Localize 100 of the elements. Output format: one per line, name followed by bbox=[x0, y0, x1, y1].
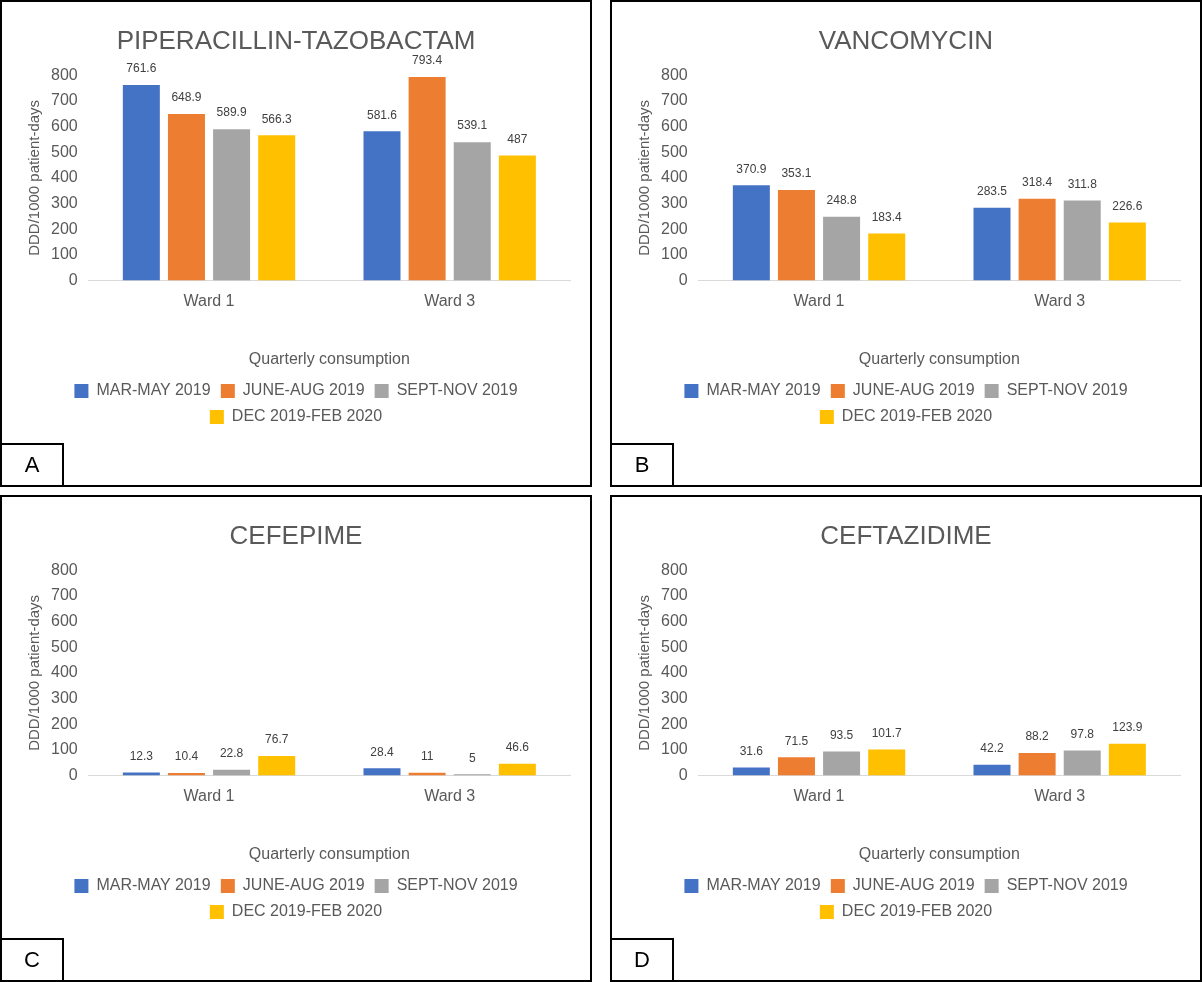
legend-label: SEPT-NOV 2019 bbox=[396, 876, 518, 894]
legend-label: SEPT-NOV 2019 bbox=[1006, 381, 1128, 399]
bar bbox=[868, 233, 906, 281]
x-tick-label: Ward 1 bbox=[183, 291, 235, 309]
legend-label: MAR-MAY 2019 bbox=[706, 876, 821, 894]
bar bbox=[732, 185, 770, 281]
data-label: 226.6 bbox=[1112, 198, 1143, 213]
y-tick-label: 700 bbox=[50, 586, 78, 604]
data-label: 28.4 bbox=[370, 744, 394, 759]
bar bbox=[1063, 750, 1101, 776]
text: B bbox=[612, 443, 674, 485]
legend-label: JUNE-AUG 2019 bbox=[852, 381, 975, 399]
y-axis-title: DDD/1000 patient-days bbox=[25, 99, 43, 256]
bar bbox=[167, 114, 205, 281]
data-label: 5 bbox=[468, 750, 476, 765]
bar bbox=[498, 763, 536, 776]
y-tick-label: 600 bbox=[50, 116, 78, 134]
y-tick-label: 600 bbox=[50, 611, 78, 629]
x-tick-label: Ward 3 bbox=[424, 786, 476, 804]
y-tick-label: 300 bbox=[660, 193, 688, 211]
y-tick-label: 800 bbox=[660, 65, 688, 83]
chart-title: PIPERACILLIN-TAZOBACTAM bbox=[116, 24, 476, 55]
legend-label: SEPT-NOV 2019 bbox=[1006, 876, 1128, 894]
y-tick-label: 400 bbox=[660, 168, 688, 186]
bar bbox=[777, 189, 815, 281]
chart-title: CEFTAZIDIME bbox=[820, 519, 992, 550]
x-axis-title: Quarterly consumption bbox=[858, 349, 1020, 367]
bar bbox=[258, 135, 296, 281]
legend-label: MAR-MAY 2019 bbox=[96, 381, 211, 399]
y-tick-label: 200 bbox=[50, 219, 78, 237]
y-tick-label: 800 bbox=[660, 560, 688, 578]
data-label: 648.9 bbox=[171, 90, 202, 105]
y-tick-label: 100 bbox=[660, 245, 688, 263]
bar bbox=[363, 768, 401, 776]
y-tick-label: 500 bbox=[660, 637, 688, 655]
y-tick-label: 600 bbox=[660, 116, 688, 134]
text: C bbox=[2, 938, 64, 980]
data-label: 12.3 bbox=[129, 748, 154, 763]
y-tick-label: 300 bbox=[50, 688, 78, 706]
data-label: 370.9 bbox=[736, 161, 767, 176]
data-label: 71.5 bbox=[784, 733, 809, 748]
y-axis-title: DDD/1000 patient-days bbox=[25, 594, 43, 751]
y-tick-label: 700 bbox=[660, 91, 688, 109]
bar bbox=[363, 131, 401, 281]
bar bbox=[213, 129, 251, 281]
legend-label: DEC 2019-FEB 2020 bbox=[231, 407, 383, 425]
bar bbox=[823, 751, 861, 776]
x-tick-label: Ward 3 bbox=[1034, 291, 1086, 309]
bar bbox=[453, 142, 491, 281]
data-label: 318.4 bbox=[1022, 175, 1053, 190]
y-tick-label: 400 bbox=[660, 663, 688, 681]
y-tick-label: 400 bbox=[50, 663, 78, 681]
data-label: 589.9 bbox=[216, 105, 247, 120]
y-tick-label: 700 bbox=[660, 586, 688, 604]
data-label: 353.1 bbox=[781, 166, 812, 181]
chart-title: VANCOMYCIN bbox=[818, 24, 994, 55]
data-label: 183.4 bbox=[871, 209, 903, 224]
bar bbox=[258, 755, 296, 776]
y-tick-label: 100 bbox=[50, 740, 78, 758]
data-label: 566.3 bbox=[261, 111, 293, 126]
data-label: 42.2 bbox=[980, 741, 1004, 756]
y-tick-label: 500 bbox=[660, 142, 688, 160]
legend-label: MAR-MAY 2019 bbox=[706, 381, 821, 399]
legend-label: JUNE-AUG 2019 bbox=[852, 876, 975, 894]
bar bbox=[973, 764, 1011, 776]
x-tick-label: Ward 1 bbox=[793, 786, 845, 804]
x-tick-label: Ward 3 bbox=[1034, 786, 1086, 804]
x-axis-title: Quarterly consumption bbox=[248, 349, 410, 367]
y-tick-label: 500 bbox=[50, 637, 78, 655]
bar bbox=[498, 155, 536, 281]
bar bbox=[732, 767, 770, 776]
bar bbox=[777, 757, 815, 776]
data-label: 311.8 bbox=[1067, 176, 1098, 191]
data-label: 101.7 bbox=[871, 725, 903, 740]
bar bbox=[1018, 752, 1056, 776]
x-tick-label: Ward 1 bbox=[183, 786, 235, 804]
data-label: 31.6 bbox=[739, 743, 764, 758]
bar bbox=[1063, 200, 1101, 281]
bar bbox=[868, 749, 906, 776]
y-tick-label: 400 bbox=[50, 168, 78, 186]
data-label: 248.8 bbox=[826, 193, 857, 208]
y-tick-label: 300 bbox=[660, 688, 688, 706]
data-label: 581.6 bbox=[366, 107, 398, 122]
y-tick-label: 800 bbox=[50, 65, 78, 83]
legend-label: MAR-MAY 2019 bbox=[96, 876, 211, 894]
legend-label: DEC 2019-FEB 2020 bbox=[841, 407, 993, 425]
y-tick-label: 0 bbox=[678, 766, 688, 784]
y-tick-label: 100 bbox=[50, 245, 78, 263]
legend-label: DEC 2019-FEB 2020 bbox=[231, 902, 383, 920]
legend-label: SEPT-NOV 2019 bbox=[396, 381, 518, 399]
data-label: 11 bbox=[420, 749, 434, 764]
y-tick-label: 700 bbox=[50, 91, 78, 109]
y-axis-title: DDD/1000 patient-days bbox=[635, 99, 653, 256]
y-tick-label: 800 bbox=[50, 560, 78, 578]
text: A bbox=[2, 443, 64, 485]
y-tick-label: 0 bbox=[68, 766, 78, 784]
data-label: 46.6 bbox=[505, 739, 530, 754]
y-axis-title: DDD/1000 patient-days bbox=[635, 594, 653, 751]
data-label: 539.1 bbox=[457, 118, 488, 133]
legend-label: DEC 2019-FEB 2020 bbox=[841, 902, 993, 920]
